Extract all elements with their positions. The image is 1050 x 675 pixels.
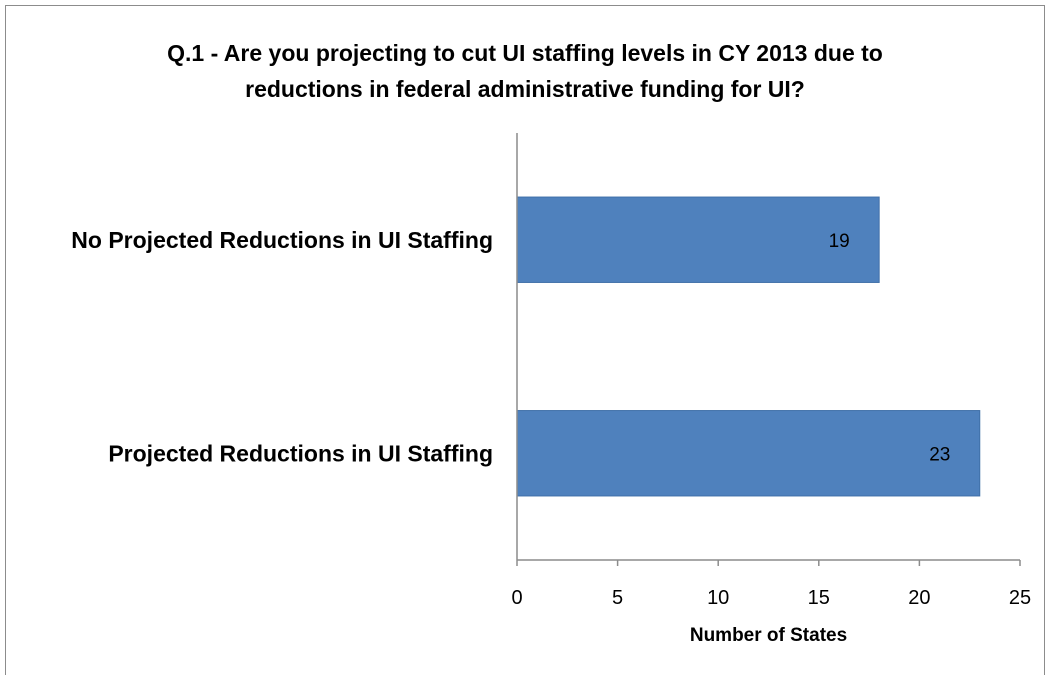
x-tick-label: 0 bbox=[511, 587, 522, 609]
x-axis-title: Number of States bbox=[690, 625, 847, 646]
x-tick-label: 10 bbox=[707, 587, 729, 609]
x-tick-label: 5 bbox=[612, 587, 623, 609]
data-label: 19 bbox=[829, 231, 850, 252]
x-tick-label: 15 bbox=[808, 587, 830, 609]
chart-title: Q.1 - Are you projecting to cut UI staff… bbox=[0, 35, 1050, 107]
bar bbox=[516, 410, 981, 497]
category-label: No Projected Reductions in UI Staffing bbox=[71, 227, 493, 253]
chart-title-line-2: reductions in federal administrative fun… bbox=[245, 76, 805, 102]
chart-title-line-1: Q.1 - Are you projecting to cut UI staff… bbox=[167, 40, 883, 66]
chart-area bbox=[5, 5, 1045, 675]
bar bbox=[516, 196, 880, 283]
x-tick-label: 25 bbox=[1009, 587, 1031, 609]
x-tick-label: 20 bbox=[908, 587, 930, 609]
category-label: Projected Reductions in UI Staffing bbox=[108, 440, 493, 466]
data-label: 23 bbox=[929, 444, 950, 465]
